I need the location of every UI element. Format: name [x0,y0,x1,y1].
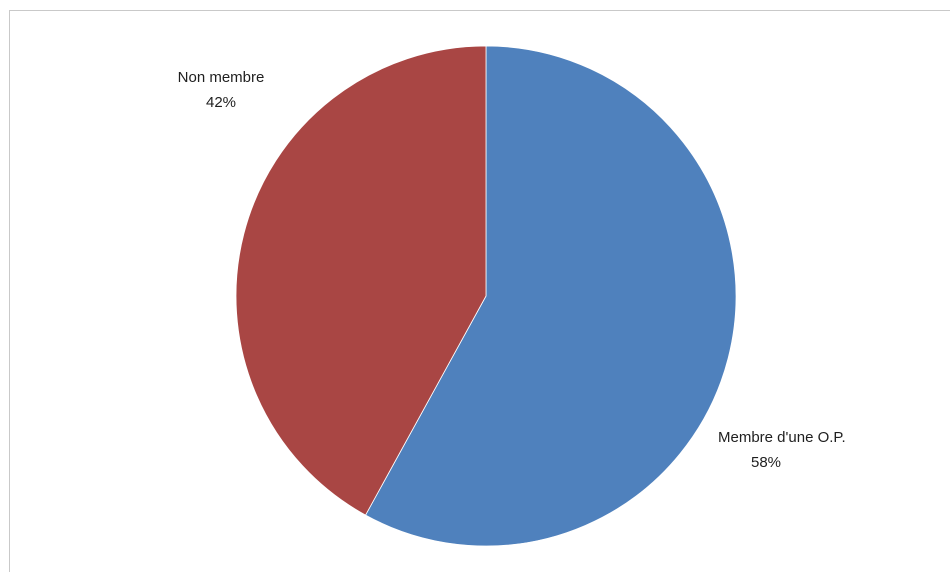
slice-membre [365,45,737,547]
pie-slices [235,45,737,547]
slice-label-membre: Membre d'une O.P. 58% [718,429,846,471]
slice-label-membre-name: Membre d'une O.P. [718,429,846,446]
slice-label-non-membre-name: Non membre [178,69,265,86]
slice-label-non-membre-percent: 42% [206,94,236,111]
slice-label-non-membre: Non membre 42% [178,69,265,111]
slice-label-membre-percent: 58% [751,454,781,471]
slice-non-membre [235,45,487,516]
